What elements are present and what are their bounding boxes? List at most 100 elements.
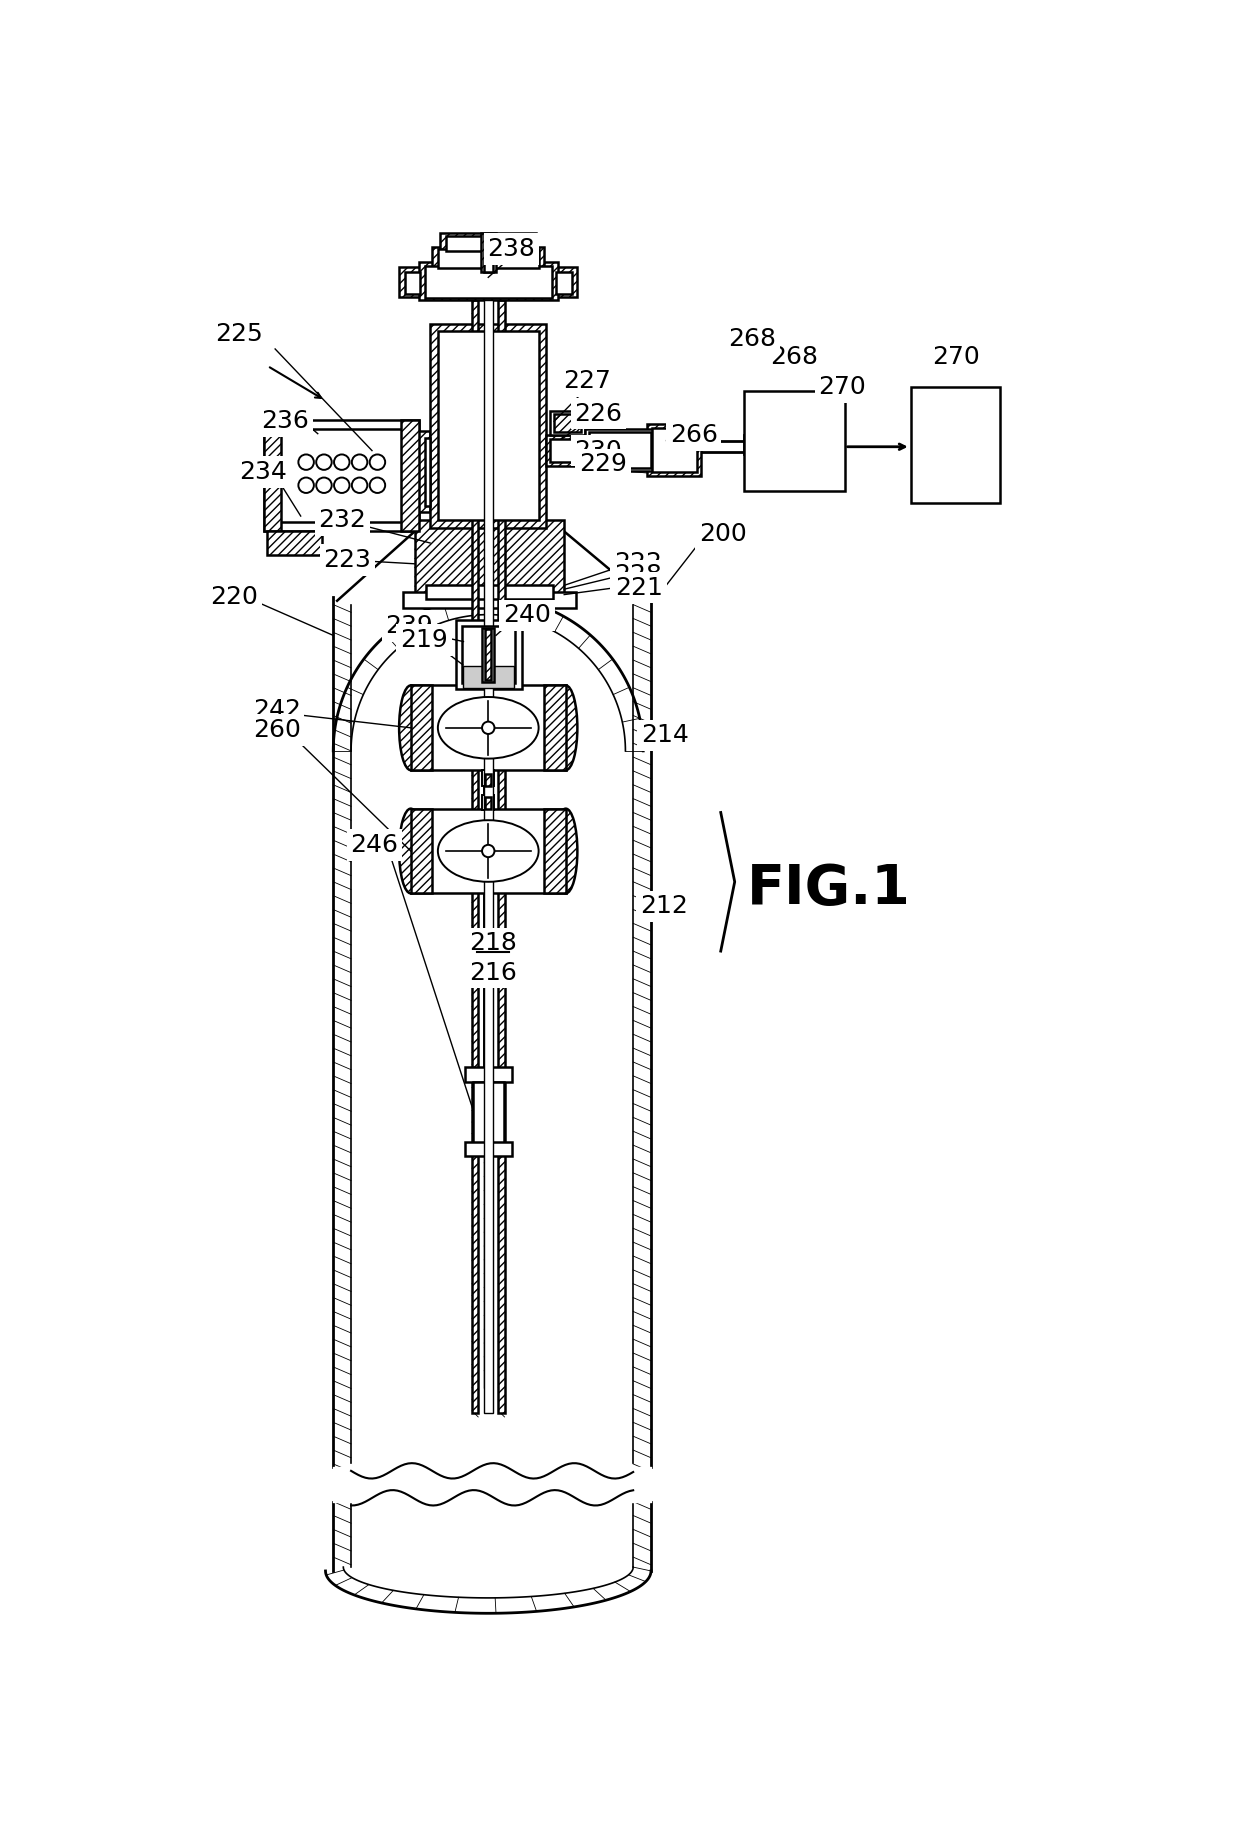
Bar [456,620,522,690]
Bar [482,628,495,681]
Bar [419,262,558,300]
Circle shape [316,478,332,492]
Bar [585,428,655,472]
Circle shape [316,454,332,470]
Bar [551,439,585,463]
Bar [647,425,702,476]
Text: 270: 270 [818,375,867,399]
Bar [482,770,495,785]
Circle shape [352,478,367,492]
Text: 219: 219 [401,628,448,651]
Circle shape [299,454,314,470]
Bar [485,774,491,785]
Text: 239: 239 [386,615,433,639]
Circle shape [334,478,350,492]
Text: 260: 260 [253,717,300,743]
Ellipse shape [438,820,538,882]
Text: 270: 270 [931,344,980,368]
Bar [485,798,491,809]
Text: 232: 232 [319,509,367,533]
Bar [417,432,430,512]
Text: 216: 216 [469,961,517,985]
Bar [464,666,513,688]
Bar [440,234,536,253]
Bar [557,273,572,293]
Bar [482,794,495,811]
Bar [414,520,564,597]
Bar [472,300,479,1413]
Text: 230: 230 [574,439,622,463]
Text: 266: 266 [670,423,718,447]
Ellipse shape [399,686,423,770]
Bar [438,249,538,269]
Bar [547,436,589,467]
Circle shape [299,478,314,492]
Circle shape [334,454,350,470]
Bar [554,414,582,432]
Circle shape [370,454,386,470]
Bar [551,410,585,436]
Circle shape [482,721,495,734]
Text: 214: 214 [641,723,689,747]
Bar [472,1082,503,1144]
Bar [403,591,575,608]
Text: 268: 268 [728,328,776,351]
Bar [404,273,420,293]
Text: 229: 229 [579,452,627,476]
Bar [498,300,505,1413]
Circle shape [352,454,367,470]
Circle shape [482,845,495,856]
Bar [589,432,651,468]
Text: 226: 226 [574,401,622,426]
Bar [263,419,280,531]
Text: 238: 238 [487,236,536,262]
Text: 228: 228 [614,564,662,587]
Text: 221: 221 [615,576,663,600]
Text: 218: 218 [469,931,517,955]
Bar [484,300,494,1413]
Text: FIG.1: FIG.1 [748,862,911,917]
Bar [402,419,419,531]
Bar [430,324,547,527]
Text: 246: 246 [351,833,398,856]
Bar [410,686,433,770]
Bar [544,686,565,770]
Bar [410,809,433,893]
Bar [410,809,565,893]
Bar [427,586,553,598]
Bar [268,531,321,554]
Ellipse shape [554,686,578,770]
Text: 223: 223 [324,547,371,573]
Bar [465,1067,511,1082]
Bar [481,234,496,273]
Bar [744,390,844,490]
Bar [399,267,423,296]
Text: 227: 227 [563,370,611,393]
Bar [463,626,516,683]
Ellipse shape [438,697,538,759]
Text: 236: 236 [262,410,309,434]
Bar [465,1142,511,1157]
Text: 240: 240 [503,604,551,628]
Bar [485,630,491,681]
Text: 220: 220 [210,586,258,609]
Ellipse shape [399,809,423,893]
Text: 222: 222 [614,551,662,575]
Circle shape [370,478,386,492]
Bar [485,1157,492,1389]
Bar [438,331,538,520]
Bar [263,419,419,531]
Text: 225: 225 [215,322,263,346]
Bar [445,236,531,251]
Bar [554,267,578,296]
Text: 242: 242 [253,697,300,723]
Text: 268: 268 [770,344,818,368]
Bar [424,437,430,507]
Bar [910,388,999,503]
Text: 234: 234 [239,459,288,485]
Bar [544,809,565,893]
Bar [273,428,409,522]
Bar [433,247,544,269]
Text: 200: 200 [699,522,746,545]
Text: 212: 212 [640,895,688,919]
